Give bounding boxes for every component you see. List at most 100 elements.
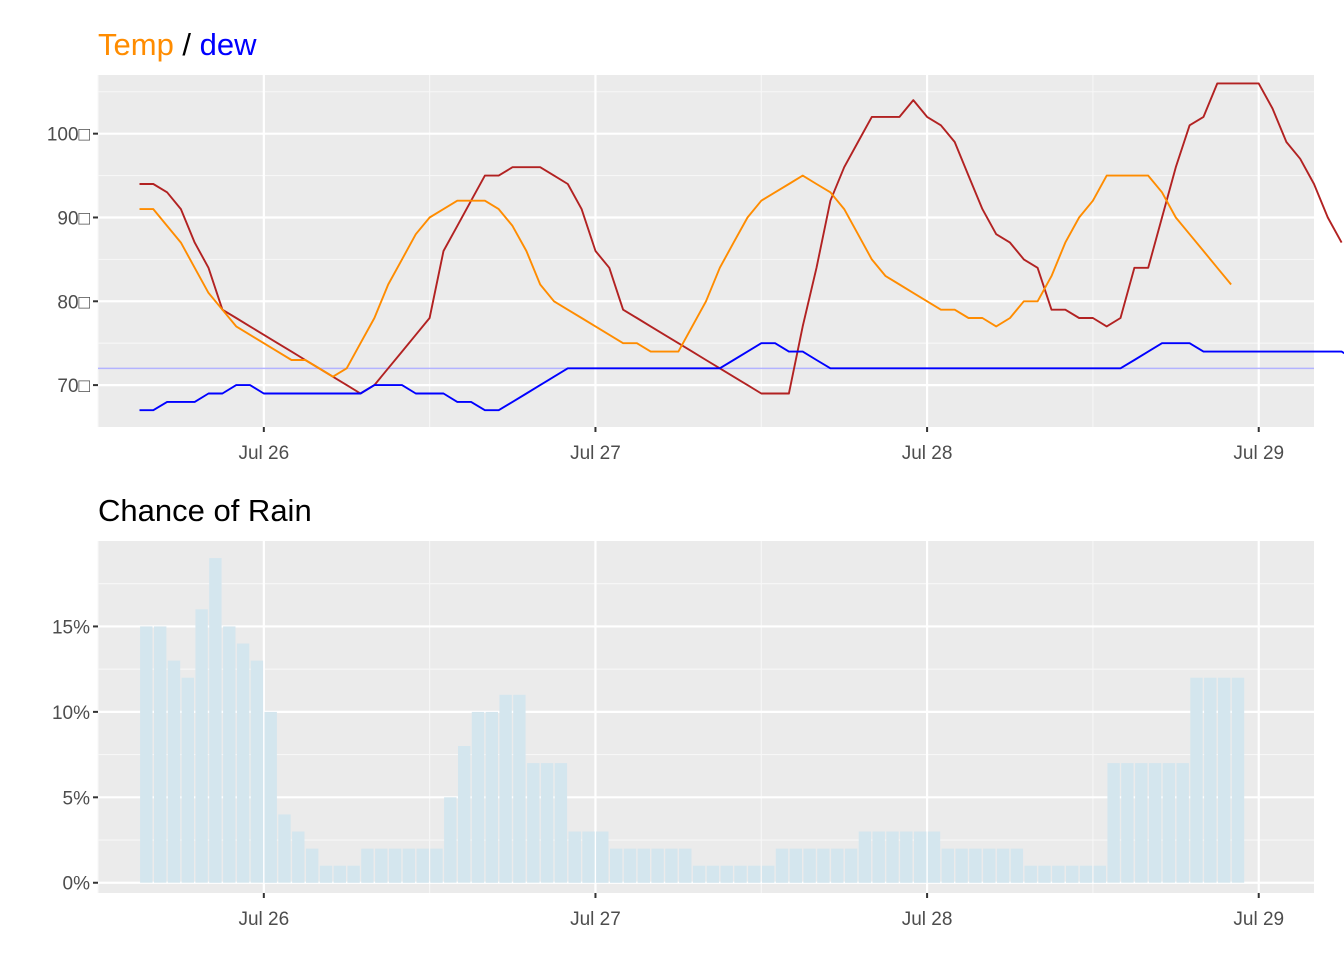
y-tick-label: 10% <box>52 703 90 724</box>
rain-bar <box>679 848 692 883</box>
rain-bar <box>554 763 568 883</box>
rain-bar <box>195 609 208 883</box>
x-tick-label: Jul 27 <box>570 443 621 464</box>
rain-bar <box>983 848 996 883</box>
rain-bar <box>1231 677 1245 883</box>
x-axis: Jul 26 Jul 27 Jul 28 Jul 29 <box>238 427 1284 464</box>
rain-bar <box>499 694 512 883</box>
rain-bar <box>140 626 153 883</box>
rain-bar <box>1038 865 1051 883</box>
y-axis: 70□ 80□ 90□ 100□ <box>47 125 98 397</box>
rain-bar <box>527 763 540 883</box>
rain-bar <box>941 848 954 883</box>
rain-bar <box>1093 865 1106 883</box>
rain-bar <box>485 711 498 883</box>
rain-bar <box>236 643 250 883</box>
rain-bar <box>375 848 388 883</box>
rain-bar <box>1218 677 1231 883</box>
rain-bar <box>444 797 457 883</box>
rain-bar <box>388 848 402 883</box>
series-line-1 <box>139 174 1232 378</box>
rain-title: Chance of Rain <box>98 493 312 528</box>
rain-bar <box>402 848 416 883</box>
rain-bar <box>292 831 305 883</box>
rain-bar <box>306 848 319 883</box>
series-lines <box>139 82 1344 412</box>
rain-bar <box>416 848 429 883</box>
rain-chart: Chance of Rain 0%5%10%15% Jul 26 Jul 27 Ju… <box>52 493 1314 930</box>
rain-bar <box>223 626 236 883</box>
rain-bar <box>748 865 761 883</box>
rain-bar <box>319 865 333 883</box>
rain-bar <box>513 694 526 883</box>
rain-bar <box>1107 763 1120 883</box>
rain-bar <box>209 558 222 883</box>
x-tick-label: Jul 27 <box>570 909 621 930</box>
rain-bar <box>692 865 706 883</box>
plot-panel <box>98 75 1314 427</box>
rain-bar <box>458 746 471 883</box>
rain-bar <box>637 848 650 883</box>
x-tick-label: Jul 29 <box>1233 909 1284 930</box>
rain-bar <box>844 848 858 883</box>
rain-bar <box>706 865 720 883</box>
rain-bar <box>181 677 194 883</box>
rain-bar <box>1176 763 1189 883</box>
y-tick-label: 100□ <box>47 125 91 146</box>
series-line-2 <box>139 342 1344 412</box>
rain-bar <box>734 865 747 883</box>
rain-bar <box>278 814 291 883</box>
rain-bar <box>1024 865 1037 883</box>
rain-bar <box>264 711 277 883</box>
y-tick-label: 5% <box>63 788 91 809</box>
x-axis: Jul 26 Jul 27 Jul 28 Jul 29 <box>238 893 1284 930</box>
rain-bar <box>568 831 581 883</box>
x-tick-label: Jul 26 <box>238 443 289 464</box>
rain-bar <box>1010 848 1024 883</box>
x-tick-label: Jul 26 <box>238 909 289 930</box>
rain-bar <box>914 831 927 883</box>
rain-bar <box>154 626 167 883</box>
rain-bar <box>430 848 443 883</box>
rain-bar <box>250 660 264 883</box>
rain-bar <box>540 763 554 883</box>
bars <box>140 558 1245 883</box>
rain-bar <box>665 848 678 883</box>
rain-bar <box>858 831 872 883</box>
rain-bar <box>803 848 816 883</box>
y-tick-label: 0% <box>63 874 91 895</box>
rain-bar <box>651 848 664 883</box>
series-line-0 <box>139 82 1343 395</box>
rain-bar <box>900 831 913 883</box>
temp-dew-title: Temp / dew <box>98 27 257 62</box>
rain-bar <box>1204 677 1217 883</box>
rain-bar <box>1052 865 1065 883</box>
rain-bar <box>1066 865 1079 883</box>
x-tick-label: Jul 28 <box>902 909 953 930</box>
y-tick-label: 80□ <box>57 292 90 313</box>
rain-bar <box>582 831 595 883</box>
rain-bar <box>1121 763 1134 883</box>
rain-bar <box>167 660 181 883</box>
rain-bar <box>789 848 802 883</box>
x-tick-label: Jul 29 <box>1233 443 1284 464</box>
rain-bar <box>1162 763 1176 883</box>
rain-bar <box>886 831 899 883</box>
y-axis: 0% 5% 10% 15% <box>52 617 98 895</box>
x-tick-label: Jul 28 <box>902 443 953 464</box>
y-tick-label: 70□ <box>57 376 90 397</box>
rain-bar <box>1079 865 1093 883</box>
title-separator: / <box>174 27 200 62</box>
title-dew-label: dew <box>200 27 257 62</box>
rain-bar <box>762 865 775 883</box>
rain-bar <box>831 848 844 883</box>
rain-bar <box>610 848 623 883</box>
rain-bar <box>927 831 941 883</box>
y-tick-label: 90□ <box>57 208 90 229</box>
rain-bar <box>775 848 789 883</box>
title-temp-label: Temp <box>98 27 174 62</box>
rain-bar <box>333 865 346 883</box>
rain-bar <box>623 848 637 883</box>
rain-bar <box>1148 763 1162 883</box>
